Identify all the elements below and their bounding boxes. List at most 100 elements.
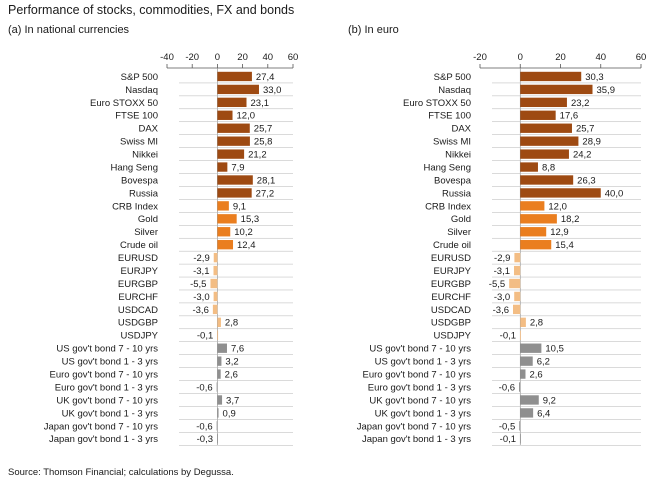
category-label-eurchf: EURCHF: [118, 292, 158, 303]
bar-crb-index: [217, 201, 229, 211]
bar-crb-index: [520, 201, 545, 211]
bar-nasdaq: [217, 84, 259, 95]
category-label-ftse-100: FTSE 100: [428, 111, 471, 122]
value-label: 2,8: [225, 318, 238, 329]
bar-silver: [217, 227, 231, 237]
bar-eurgbp: [210, 278, 218, 289]
x-tick-label: 20: [555, 52, 566, 63]
bar-euro-gov-t-bond-7-10-yrs: [520, 369, 526, 379]
x-tick-label: -20: [185, 52, 199, 63]
x-tick-label: 0: [215, 52, 220, 63]
bar-us-gov-t-bond-7-10-yrs: [217, 343, 227, 353]
category-label-silver: Silver: [134, 227, 158, 238]
bar-ftse-100: [520, 110, 556, 120]
x-tick-label: 60: [636, 52, 647, 63]
x-tick-label: -40: [160, 52, 174, 63]
x-tick-label: 20: [237, 52, 248, 63]
bar-dax: [217, 123, 250, 133]
bar-s-p-500: [217, 71, 252, 82]
value-label: 6,4: [537, 408, 550, 419]
value-label: -3,1: [193, 266, 209, 277]
category-label-crb-index: CRB Index: [425, 201, 471, 212]
x-tick-label: 40: [595, 52, 606, 63]
value-label: -2,9: [494, 253, 510, 264]
value-label: 2,6: [225, 369, 238, 380]
value-label: -2,9: [193, 253, 209, 264]
value-label: 25,8: [254, 137, 273, 148]
bar-dax: [520, 123, 572, 133]
bar-nikkei: [217, 149, 245, 159]
bar-russia: [520, 188, 601, 198]
value-label: 17,6: [560, 111, 579, 122]
category-label-hang-seng: Hang Seng: [423, 162, 471, 173]
bar-japan-gov-t-bond-7-10-yrs: [519, 421, 521, 431]
value-label: 30,3: [585, 72, 604, 83]
category-label-crude-oil: Crude oil: [433, 240, 471, 251]
bar-usdgbp: [520, 317, 526, 327]
category-label-bovespa: Bovespa: [434, 175, 472, 186]
category-label-hang-seng: Hang Seng: [110, 162, 158, 173]
bar-uk-gov-t-bond-7-10-yrs: [520, 395, 539, 405]
bar-swiss-mi: [520, 136, 579, 146]
bar-japan-gov-t-bond-1-3-yrs: [217, 434, 218, 444]
category-label-s-p-500: S&P 500: [434, 72, 471, 83]
x-tick-label: 0: [518, 52, 523, 63]
bar-bovespa: [520, 175, 574, 185]
value-label: -0,5: [499, 421, 515, 432]
value-label: 6,2: [537, 357, 550, 368]
bar-uk-gov-t-bond-1-3-yrs: [520, 408, 534, 418]
bar-hang-seng: [217, 162, 228, 172]
value-label: -5,5: [489, 279, 505, 290]
value-label: 15,3: [241, 214, 259, 225]
bar-japan-gov-t-bond-7-10-yrs: [216, 421, 218, 431]
category-label-us-gov-t-bond-1-3-yrs: US gov't bond 1 - 3 yrs: [375, 357, 472, 368]
category-label-swiss-mi: Swiss MI: [120, 137, 158, 148]
bar-eurchf: [514, 291, 521, 302]
category-label-eurjpy: EURJPY: [121, 266, 159, 277]
category-label-bovespa: Bovespa: [121, 175, 159, 186]
category-label-uk-gov-t-bond-1-3-yrs: UK gov't bond 1 - 3 yrs: [375, 408, 472, 419]
category-label-uk-gov-t-bond-7-10-yrs: UK gov't bond 7 - 10 yrs: [56, 395, 158, 406]
value-label: 27,2: [256, 188, 275, 199]
value-label: 33,0: [263, 85, 282, 96]
value-label: 24,2: [573, 150, 592, 161]
bar-usdcad: [212, 304, 218, 315]
value-label: 26,3: [577, 175, 596, 186]
value-label: 7,9: [231, 162, 244, 173]
bar-eurjpy: [213, 265, 218, 276]
category-label-eurusd: EURUSD: [431, 253, 471, 264]
value-label: 12,9: [550, 227, 569, 238]
bar-usdgbp: [217, 317, 221, 327]
bar-gold: [217, 214, 237, 224]
bar-s-p-500: [520, 71, 582, 82]
value-label: 15,4: [555, 240, 574, 251]
category-label-swiss-mi: Swiss MI: [433, 137, 471, 148]
value-label: -3,6: [192, 305, 208, 316]
category-label-crb-index: CRB Index: [112, 201, 158, 212]
value-label: -0,1: [500, 331, 516, 342]
figure-title: Performance of stocks, commodities, FX a…: [8, 3, 295, 17]
category-label-usdgbp: USDGBP: [118, 318, 158, 329]
bar-eurchf: [213, 291, 218, 302]
bar-usdjpy: [217, 330, 219, 340]
bar-us-gov-t-bond-1-3-yrs: [217, 356, 222, 366]
bar-euro-stoxx-50: [520, 97, 567, 108]
category-label-nasdaq: Nasdaq: [125, 85, 158, 96]
category-label-nasdaq: Nasdaq: [438, 85, 471, 96]
value-label: 12,0: [548, 201, 567, 212]
category-label-eurchf: EURCHF: [431, 292, 471, 303]
value-label: 25,7: [254, 124, 272, 135]
x-tick-label: 40: [263, 52, 274, 63]
value-label: -3,0: [494, 292, 510, 303]
value-label: 9,2: [543, 395, 556, 406]
category-label-euro-stoxx-50: Euro STOXX 50: [403, 98, 471, 109]
bar-nasdaq: [520, 84, 593, 95]
bar-gold: [520, 214, 557, 224]
bar-euro-gov-t-bond-7-10-yrs: [217, 369, 221, 379]
category-label-eurgbp: EURGBP: [431, 279, 471, 290]
bar-euro-gov-t-bond-1-3-yrs: [519, 382, 521, 392]
category-label-uk-gov-t-bond-1-3-yrs: UK gov't bond 1 - 3 yrs: [62, 408, 159, 419]
value-label: 40,0: [605, 188, 624, 199]
category-label-usdjpy: USDJPY: [121, 331, 159, 342]
bar-hang-seng: [520, 162, 538, 172]
